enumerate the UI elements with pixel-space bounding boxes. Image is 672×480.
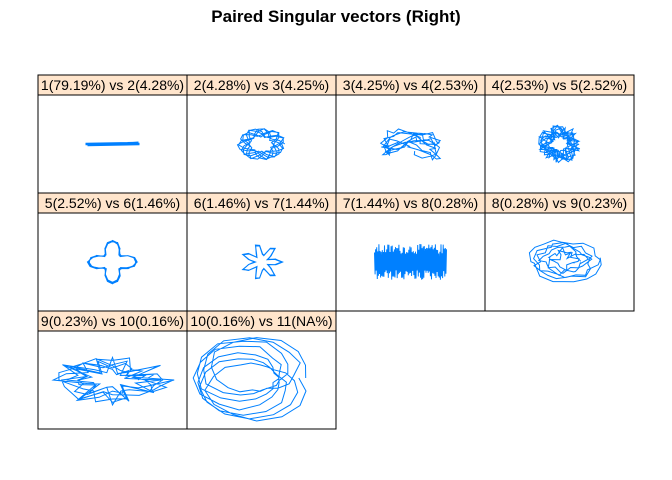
series-line bbox=[236, 128, 286, 161]
panel: 4(2.53%) vs 5(2.52%) bbox=[484, 74, 635, 194]
panel-label: 8(0.28%) vs 9(0.23%) bbox=[492, 195, 627, 211]
panel-label: 2(4.28%) vs 3(4.25%) bbox=[194, 77, 329, 93]
panel: 7(1.44%) vs 8(0.28%) bbox=[335, 192, 486, 312]
panel-label: 1(79.19%) vs 2(4.28%) bbox=[41, 77, 184, 93]
panel-area bbox=[186, 212, 337, 312]
series-line bbox=[538, 124, 581, 164]
series-line bbox=[192, 337, 307, 422]
series-line bbox=[241, 244, 284, 280]
panel-area bbox=[37, 212, 188, 312]
series-line bbox=[86, 239, 138, 285]
panel-area bbox=[484, 94, 635, 194]
panel-label: 10(0.16%) vs 11(NA%) bbox=[190, 313, 332, 329]
panel-label: 6(1.46%) vs 7(1.44%) bbox=[194, 195, 329, 211]
panel-area bbox=[186, 330, 337, 430]
panel: 6(1.46%) vs 7(1.44%) bbox=[186, 192, 337, 312]
panel: 3(4.25%) vs 4(2.53%) bbox=[335, 74, 486, 194]
panel-label: 9(0.23%) vs 10(0.16%) bbox=[41, 313, 184, 329]
series-line bbox=[528, 239, 602, 283]
panel-area bbox=[186, 94, 337, 194]
panel-area bbox=[335, 94, 486, 194]
panel: 10(0.16%) vs 11(NA%) bbox=[186, 310, 337, 430]
panel: 1(79.19%) vs 2(4.28%) bbox=[37, 74, 188, 194]
series-line bbox=[51, 355, 175, 407]
panel-area bbox=[484, 212, 635, 312]
panel: 8(0.28%) vs 9(0.23%) bbox=[484, 192, 635, 312]
series-line bbox=[85, 141, 140, 147]
series-line bbox=[379, 128, 442, 161]
series-line bbox=[374, 243, 447, 280]
panel: 5(2.52%) vs 6(1.46%) bbox=[37, 192, 188, 312]
panel-label: 4(2.53%) vs 5(2.52%) bbox=[492, 77, 627, 93]
panel: 9(0.23%) vs 10(0.16%) bbox=[37, 310, 188, 430]
chart-title: Paired Singular vectors (Right) bbox=[211, 7, 461, 26]
panel-label: 5(2.52%) vs 6(1.46%) bbox=[45, 195, 180, 211]
panel-area bbox=[37, 330, 188, 430]
panel-label: 7(1.44%) vs 8(0.28%) bbox=[343, 195, 478, 211]
panel-label: 3(4.25%) vs 4(2.53%) bbox=[343, 77, 478, 93]
panel: 2(4.28%) vs 3(4.25%) bbox=[186, 74, 337, 194]
